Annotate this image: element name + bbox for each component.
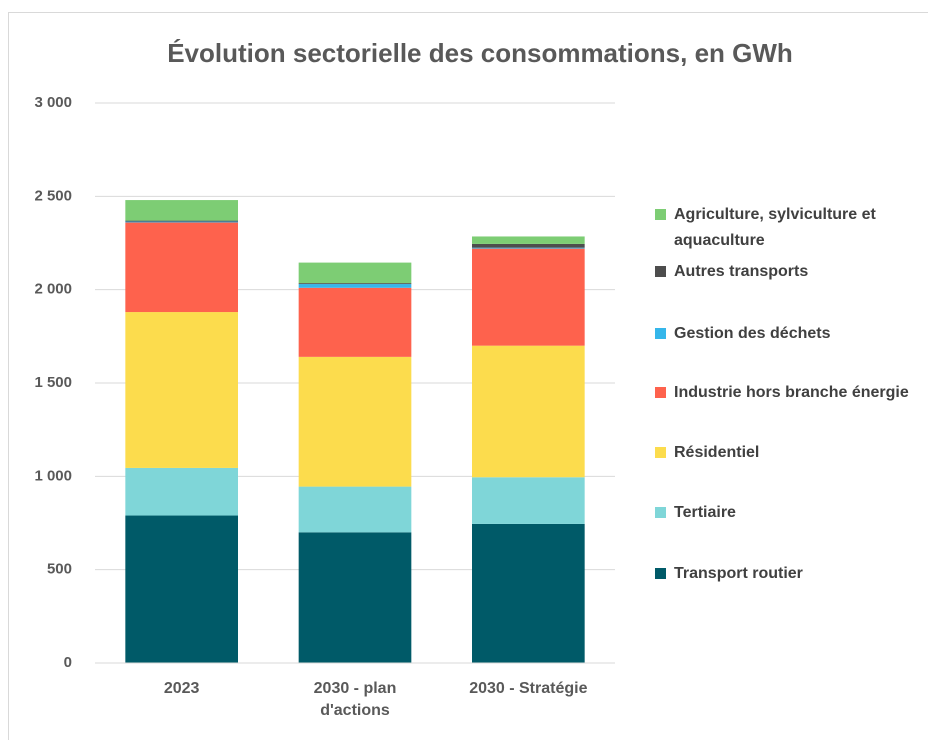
bar-segment — [298, 287, 412, 357]
y-tick-label: 500 — [47, 561, 72, 578]
bar-segment — [472, 523, 585, 663]
bar-segment — [472, 345, 585, 478]
legend-label: Gestion des déchets — [674, 325, 831, 342]
bar-segment — [298, 532, 412, 663]
chart-frame — [8, 12, 928, 740]
bar-segment — [125, 467, 238, 516]
legend-swatch — [655, 447, 666, 458]
x-tick-label: 2030 - plan d'actions — [313, 680, 397, 719]
y-tick-label: 2 000 — [34, 281, 72, 298]
bar-segment — [472, 236, 585, 244]
legend-item: Agriculture, sylviculture et aquaculture — [655, 202, 917, 254]
legend-item: Autres transports — [655, 259, 917, 285]
chart-title: Évolution sectorielle des consommations,… — [167, 38, 793, 68]
bar-segment — [298, 356, 412, 487]
bar-segment — [472, 243, 585, 248]
legend-swatch — [655, 328, 666, 339]
legend-label: Industrie hors branche énergie — [674, 384, 909, 401]
legend-item: Tertiaire — [655, 500, 917, 526]
legend-swatch — [655, 387, 666, 398]
bar-segment — [472, 477, 585, 524]
bar-segment — [125, 222, 238, 313]
bar-segment — [125, 312, 238, 468]
legend-item: Transport routier — [655, 561, 917, 587]
legend-label: Tertiaire — [674, 504, 736, 521]
bar-segment — [298, 486, 412, 533]
legend-item: Industrie hors branche énergie — [655, 380, 917, 406]
y-tick-label: 1 000 — [34, 467, 72, 484]
legend-swatch — [655, 209, 666, 220]
legend-item: Résidentiel — [655, 440, 917, 466]
y-tick-label: 2 500 — [34, 187, 72, 204]
bar-segment — [298, 283, 412, 285]
y-tick-label: 1 500 — [34, 374, 72, 391]
bar-segment — [298, 262, 412, 284]
legend-item: Gestion des déchets — [655, 321, 917, 347]
bar-segment — [472, 247, 585, 249]
y-tick-label: 0 — [64, 654, 72, 671]
bar-segment — [125, 221, 238, 223]
bar-segment — [125, 200, 238, 221]
legend-label: Transport routier — [674, 565, 803, 582]
legend-label: Autres transports — [674, 263, 809, 280]
x-tick-label: 2023 — [163, 680, 200, 697]
bar-segment — [298, 284, 412, 288]
bar-segment — [125, 220, 238, 222]
legend-swatch — [655, 266, 666, 277]
legend-swatch — [655, 568, 666, 579]
bar-segment — [472, 248, 585, 346]
legend-label: Agriculture, sylviculture et aquaculture — [674, 206, 876, 249]
legend-swatch — [655, 507, 666, 518]
y-tick-label: 3 000 — [34, 94, 72, 111]
legend-label: Résidentiel — [674, 444, 760, 461]
bar-segment — [125, 515, 238, 663]
x-tick-label: 2030 - Stratégie — [469, 680, 588, 697]
